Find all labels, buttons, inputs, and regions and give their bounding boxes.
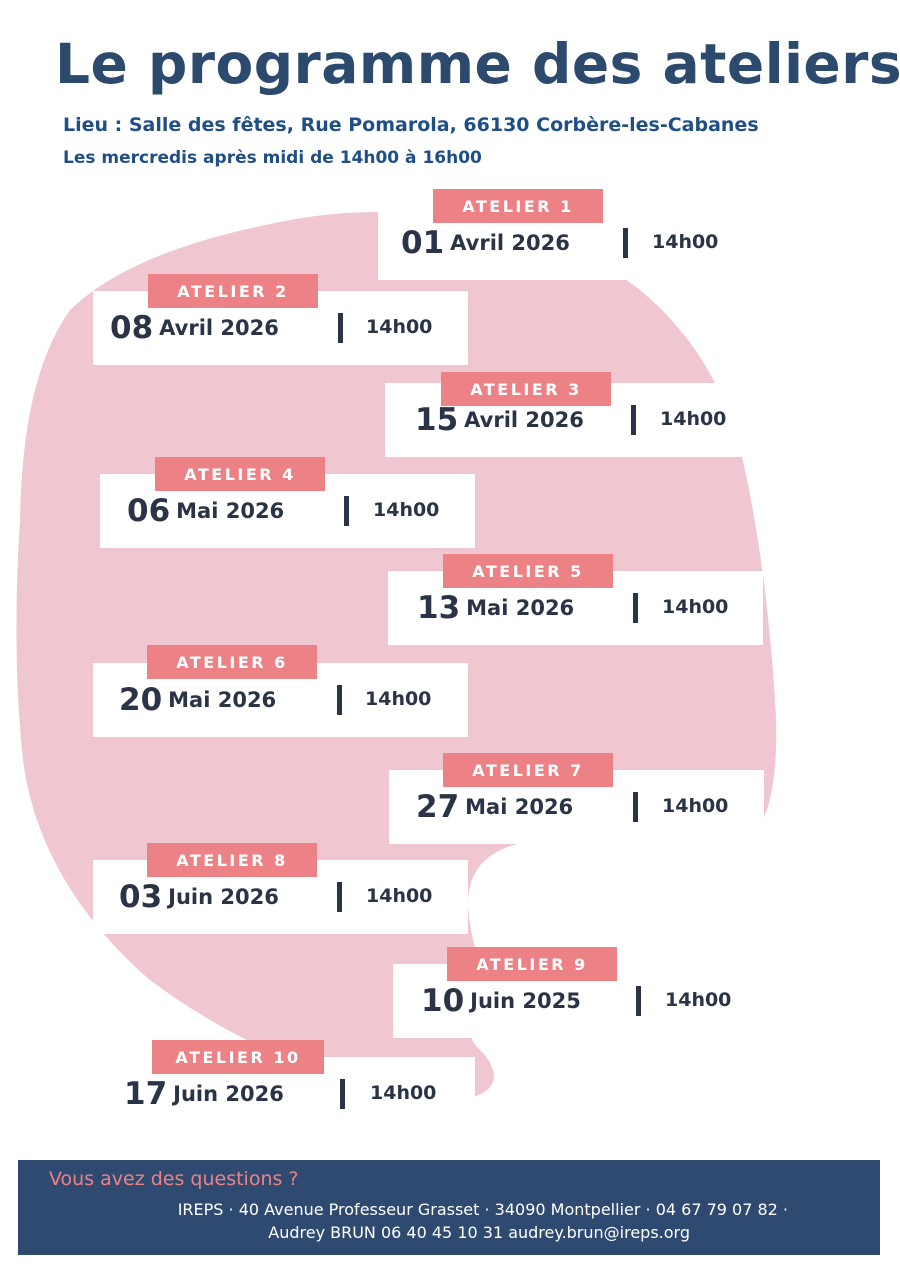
atelier-day: 13: [417, 590, 461, 626]
atelier-label: ATELIER 1: [433, 189, 603, 223]
separator-bar: [633, 792, 638, 822]
atelier-month: Avril 2026: [159, 316, 279, 340]
separator-bar: [623, 228, 628, 258]
atelier-time: 14h00: [652, 231, 719, 253]
atelier-time: 14h00: [370, 1082, 437, 1104]
schedule-text: Les mercredis après midi de 14h00 à 16h0…: [63, 148, 482, 168]
atelier-time: 14h00: [662, 596, 729, 618]
atelier-label: ATELIER 8: [147, 843, 317, 877]
atelier-month: Juin 2025: [470, 989, 581, 1013]
atelier-time: 14h00: [662, 795, 729, 817]
atelier-label: ATELIER 9: [447, 947, 617, 981]
atelier-month: Mai 2026: [168, 688, 277, 712]
atelier-month: Mai 2026: [466, 596, 575, 620]
atelier-day: 01: [401, 225, 445, 261]
atelier-label: ATELIER 7: [443, 753, 613, 787]
atelier-month: Juin 2026: [168, 885, 279, 909]
atelier-day: 15: [415, 402, 459, 438]
separator-bar: [631, 405, 636, 435]
questions-heading: Vous avez des questions ?: [49, 1168, 299, 1190]
atelier-time: 14h00: [365, 688, 432, 710]
atelier-month: Mai 2026: [176, 499, 285, 523]
atelier-month: Avril 2026: [450, 231, 570, 255]
atelier-day: 27: [416, 789, 460, 825]
separator-bar: [337, 685, 342, 715]
atelier-day: 17: [124, 1076, 168, 1112]
atelier-day: 06: [127, 493, 171, 529]
atelier-time: 14h00: [366, 885, 433, 907]
separator-bar: [344, 496, 349, 526]
atelier-label: ATELIER 2: [148, 274, 318, 308]
atelier-label: ATELIER 3: [441, 372, 611, 406]
location-text: Lieu : Salle des fêtes, Rue Pomarola, 66…: [63, 114, 759, 136]
atelier-time: 14h00: [366, 316, 433, 338]
separator-bar: [338, 313, 343, 343]
contact-address: IREPS · 40 Avenue Professeur Grasset · 3…: [177, 1200, 788, 1219]
atelier-label: ATELIER 4: [155, 457, 325, 491]
atelier-time: 14h00: [373, 499, 440, 521]
separator-bar: [633, 593, 638, 623]
atelier-time: 14h00: [665, 989, 732, 1011]
atelier-month: Mai 2026: [465, 795, 574, 819]
atelier-month: Juin 2026: [173, 1082, 284, 1106]
atelier-day: 10: [421, 983, 465, 1019]
atelier-time: 14h00: [660, 408, 727, 430]
atelier-month: Avril 2026: [464, 408, 584, 432]
atelier-day: 08: [110, 310, 154, 346]
contact-person: Audrey BRUN 06 40 45 10 31 audrey.brun@i…: [268, 1223, 690, 1242]
atelier-label: ATELIER 10: [152, 1040, 324, 1074]
separator-bar: [636, 986, 641, 1016]
page-title: Le programme des ateliers: [55, 32, 900, 96]
atelier-day: 03: [119, 879, 163, 915]
atelier-day: 20: [119, 682, 163, 718]
atelier-label: ATELIER 6: [147, 645, 317, 679]
separator-bar: [337, 882, 342, 912]
separator-bar: [340, 1079, 345, 1109]
atelier-label: ATELIER 5: [443, 554, 613, 588]
contact-footer: Vous avez des questions ? IREPS · 40 Ave…: [18, 1160, 880, 1255]
